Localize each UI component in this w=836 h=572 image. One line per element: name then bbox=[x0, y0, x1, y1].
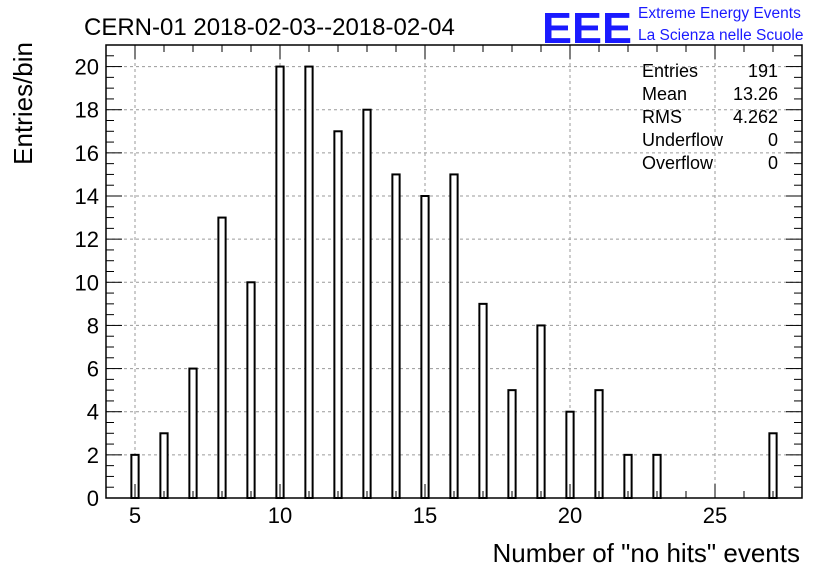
histogram-bar-8 bbox=[217, 216, 227, 499]
y-tick-label: 8 bbox=[87, 313, 99, 338]
stats-mean-value: 13.26 bbox=[733, 84, 778, 104]
stats-entries-value: 191 bbox=[748, 61, 778, 81]
y-tick-label: 16 bbox=[75, 141, 99, 166]
histogram-bar-27 bbox=[768, 432, 778, 499]
stats-entries-label: Entries bbox=[642, 61, 698, 81]
x-tick-label: 15 bbox=[413, 503, 437, 528]
y-tick-label: 18 bbox=[75, 98, 99, 123]
x-tick-label: 25 bbox=[703, 503, 727, 528]
histogram-bar-11 bbox=[304, 65, 314, 499]
y-tick-label: 6 bbox=[87, 357, 99, 382]
eee-logo-line2: La Scienza nelle Scuole bbox=[638, 27, 803, 44]
chart-title: CERN-01 2018-02-03--2018-02-04 bbox=[84, 14, 455, 41]
stats-underflow-label: Underflow bbox=[642, 130, 724, 150]
histogram-bar-19 bbox=[536, 324, 546, 499]
y-tick-label: 14 bbox=[75, 184, 99, 209]
x-tick-labels: 5 10 15 20 25 bbox=[129, 503, 727, 528]
stats-overflow-value: 0 bbox=[768, 153, 778, 173]
axis-ticks bbox=[105, 44, 803, 499]
y-tick-label: 0 bbox=[87, 486, 99, 511]
eee-logo: EEE Extreme Energy Events La Scienza nel… bbox=[542, 4, 803, 53]
histogram-bar-12 bbox=[333, 130, 343, 500]
y-tick-label: 10 bbox=[75, 270, 99, 295]
stats-underflow-value: 0 bbox=[768, 130, 778, 150]
y-tick-labels: 0 2 4 6 8 10 12 14 16 18 20 bbox=[75, 55, 99, 511]
x-tick-label: 20 bbox=[558, 503, 582, 528]
y-tick-label: 4 bbox=[87, 400, 99, 425]
eee-logo-line1: Extreme Energy Events bbox=[638, 5, 801, 22]
histogram-bar-18 bbox=[507, 389, 517, 499]
histogram-bar-17 bbox=[478, 302, 488, 499]
histogram-bar-10 bbox=[275, 65, 285, 499]
histogram-bars bbox=[130, 65, 778, 500]
histogram-bar-14 bbox=[391, 173, 401, 500]
stats-box: Entries 191 Mean 13.26 RMS 4.262 Underfl… bbox=[642, 61, 778, 173]
y-axis-label: Entries/bin bbox=[8, 42, 38, 165]
x-tick-label: 5 bbox=[129, 503, 141, 528]
stats-overflow-label: Overflow bbox=[642, 153, 714, 173]
y-tick-label: 12 bbox=[75, 227, 99, 252]
histogram-bar-15 bbox=[420, 195, 430, 499]
stats-rms-label: RMS bbox=[642, 107, 682, 127]
histogram-bar-7 bbox=[188, 367, 198, 500]
stats-rms-value: 4.262 bbox=[733, 107, 778, 127]
x-axis-label: Number of "no hits" events bbox=[493, 538, 801, 568]
stats-mean-label: Mean bbox=[642, 84, 687, 104]
y-tick-label: 20 bbox=[75, 55, 99, 80]
histogram-bar-9 bbox=[246, 281, 256, 499]
y-tick-label: 2 bbox=[87, 443, 99, 468]
histogram-bar-16 bbox=[449, 173, 459, 500]
histogram-bar-6 bbox=[159, 432, 169, 499]
histogram-bar-13 bbox=[362, 108, 372, 499]
histogram-bar-21 bbox=[594, 389, 604, 499]
x-tick-label: 10 bbox=[268, 503, 292, 528]
